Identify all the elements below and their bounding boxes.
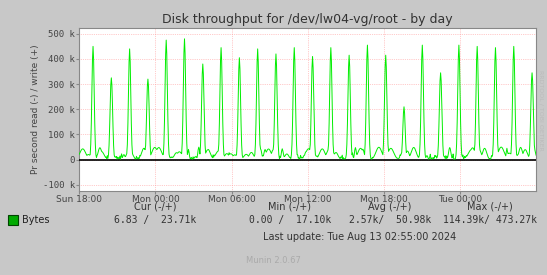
Y-axis label: Pr second read (-) / write (+): Pr second read (-) / write (+)	[31, 45, 40, 174]
Text: 2.57k/  50.98k: 2.57k/ 50.98k	[349, 215, 431, 225]
Text: Min (-/+): Min (-/+)	[269, 202, 311, 212]
Text: Avg (-/+): Avg (-/+)	[368, 202, 412, 212]
Text: Cur (-/+): Cur (-/+)	[134, 202, 176, 212]
Title: Disk throughput for /dev/lw04-vg/root - by day: Disk throughput for /dev/lw04-vg/root - …	[162, 13, 453, 26]
Text: Max (-/+): Max (-/+)	[467, 202, 513, 212]
Text: RRDTOOL / TOBI OETIKER: RRDTOOL / TOBI OETIKER	[538, 70, 543, 150]
Text: 114.39k/ 473.27k: 114.39k/ 473.27k	[443, 215, 537, 225]
Text: 0.00 /  17.10k: 0.00 / 17.10k	[249, 215, 331, 225]
Bar	[8, 215, 18, 225]
Text: 6.83 /  23.71k: 6.83 / 23.71k	[114, 215, 196, 225]
Text: Munin 2.0.67: Munin 2.0.67	[246, 256, 300, 265]
Text: Bytes: Bytes	[22, 215, 49, 225]
Text: Last update: Tue Aug 13 02:55:00 2024: Last update: Tue Aug 13 02:55:00 2024	[263, 232, 457, 242]
